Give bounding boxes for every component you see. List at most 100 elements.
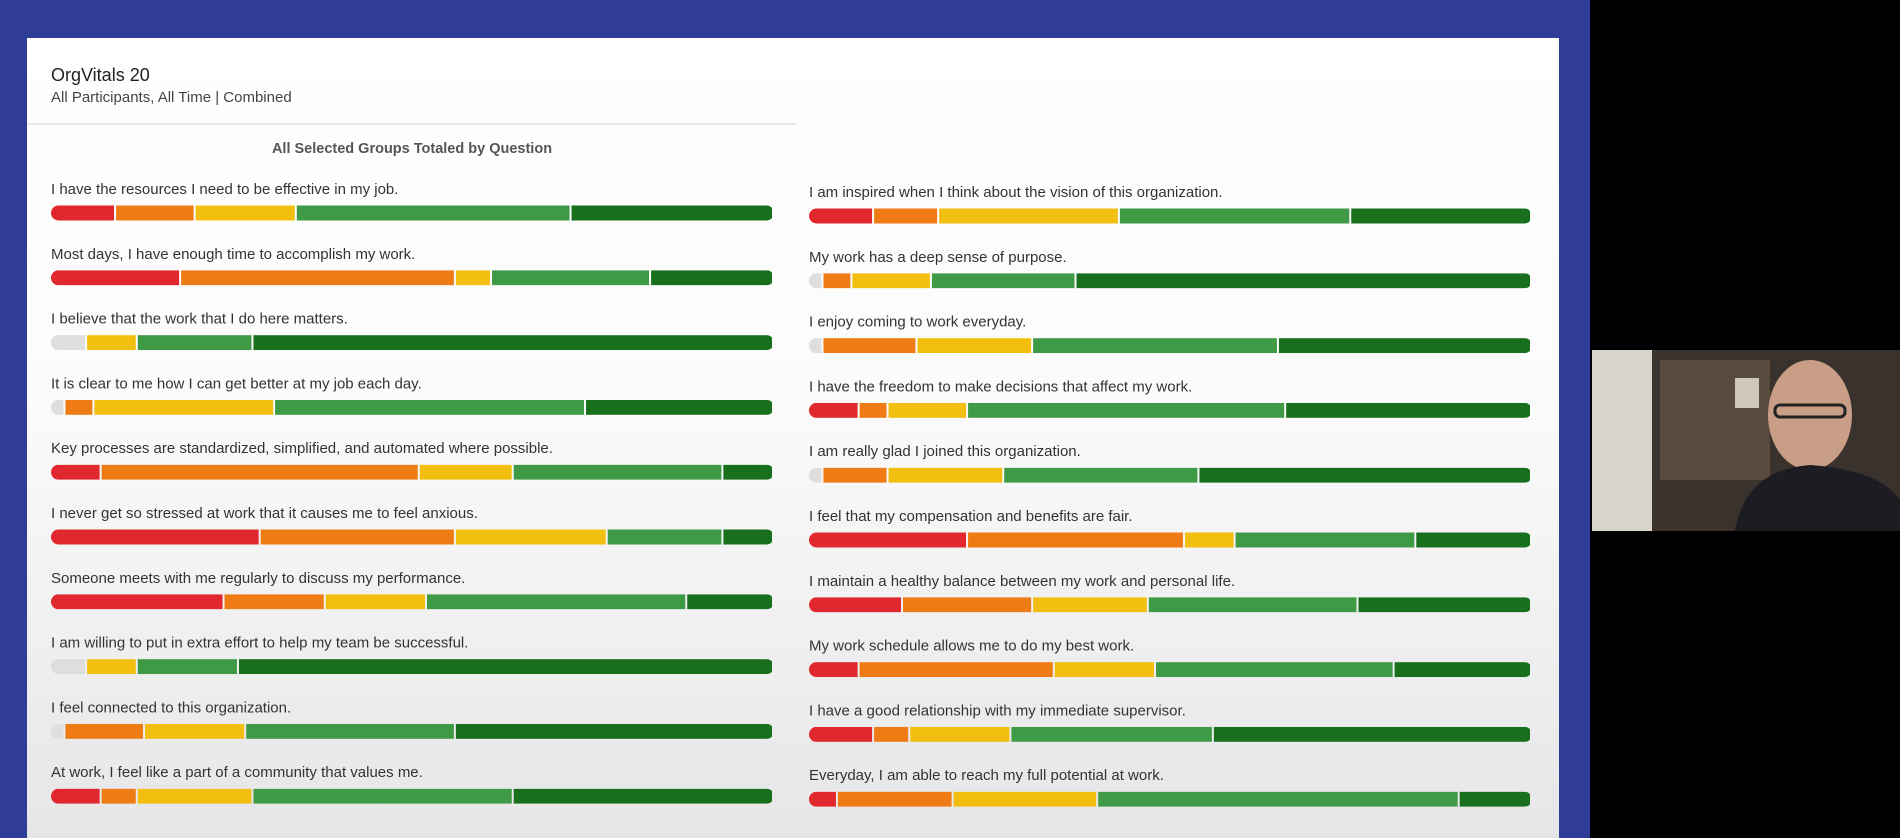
bar-segment [51, 464, 100, 480]
bar-segment [1286, 402, 1530, 418]
bar-segment [888, 402, 967, 418]
bar-segment [607, 529, 722, 545]
bar-segment [94, 399, 274, 415]
question-label: I maintain a healthy balance between my … [809, 573, 1235, 590]
question-label: I enjoy coming to work everyday. [809, 314, 1026, 331]
response-bar [51, 270, 772, 286]
bar-segment [1278, 338, 1530, 354]
bar-segment [1199, 467, 1530, 483]
bar-segment [492, 270, 650, 286]
question-label: I am inspired when I think about the vis… [809, 184, 1223, 201]
bar-segment [181, 270, 454, 286]
bar-segment [809, 532, 967, 548]
question-label: Most days, I have enough time to accompl… [51, 246, 415, 263]
bar-segment [1119, 208, 1350, 224]
bar-segment [419, 464, 512, 480]
bar-segment [195, 205, 295, 221]
bar-segment [513, 788, 772, 804]
question-label: My work schedule allows me to do my best… [809, 638, 1134, 655]
question-rows: I have the resources I need to be effect… [51, 181, 1530, 807]
glasses [1773, 403, 1847, 419]
response-bar [809, 208, 1530, 224]
bar-segment [1054, 662, 1155, 678]
bar-segment [859, 662, 1053, 678]
bar-segment [455, 723, 772, 739]
bar-segment [137, 788, 252, 804]
response-bar [51, 659, 773, 675]
question-label: At work, I feel like a part of a communi… [51, 764, 423, 781]
question-label: My work has a deep sense of purpose. [809, 249, 1067, 266]
person-body [1735, 465, 1900, 531]
response-bar [809, 273, 1530, 289]
bar-segment [325, 594, 425, 610]
bar-segment [51, 529, 259, 545]
bar-segment [823, 467, 887, 483]
person-head [1768, 360, 1852, 470]
bar-segment [1098, 791, 1458, 807]
bar-segment [513, 464, 722, 480]
response-bar [809, 726, 1530, 742]
section-title: All Selected Groups Totaled by Question [272, 141, 552, 157]
bar-segment [852, 273, 930, 289]
bar-segment [1358, 597, 1530, 613]
bar-segment [968, 402, 1285, 418]
question-label: I have a good relationship with my immed… [809, 702, 1186, 719]
bar-segment [65, 723, 143, 739]
question-label: It is clear to me how I can get better a… [51, 375, 422, 392]
response-bar [51, 205, 772, 221]
bar-segment [953, 791, 1097, 807]
bar-segment [809, 338, 822, 354]
response-bar [809, 662, 1530, 678]
bar-segment [651, 270, 772, 286]
bar-segment [888, 467, 1003, 483]
bar-segment [809, 662, 858, 678]
bar-segment [809, 791, 836, 807]
bar-segment [723, 464, 772, 480]
bar-segment [902, 597, 1032, 613]
bar-segment [51, 205, 115, 221]
bar-segment [809, 467, 822, 483]
bar-segment [275, 399, 585, 415]
frame [1735, 378, 1759, 408]
question-label: Everyday, I am able to reach my full pot… [809, 767, 1164, 784]
dashboard-subtitle: All Participants, All Time | Combined [51, 89, 292, 106]
dashboard-title: OrgVitals 20 [51, 65, 150, 85]
response-bar [809, 532, 1530, 548]
bar-segment [1076, 273, 1530, 289]
question-label: I have the resources I need to be effect… [51, 181, 398, 198]
bar-segment [51, 659, 86, 675]
response-bar [809, 791, 1530, 807]
bar-segment [1394, 662, 1530, 678]
bar-segment [1033, 338, 1277, 354]
bar-segment [101, 788, 136, 804]
bar-segment [809, 273, 822, 289]
response-bar [51, 594, 772, 610]
webcam-feed [1592, 350, 1900, 531]
question-label: I am willing to put in extra effort to h… [51, 635, 468, 652]
bar-segment [809, 597, 901, 613]
bar-segment [910, 726, 1010, 742]
bar-segment [51, 399, 64, 415]
bar-segment [224, 594, 324, 610]
bar-segment [455, 529, 606, 545]
response-bar [51, 464, 772, 480]
bar-segment [253, 335, 772, 351]
bar-segment [137, 659, 237, 675]
bar-segment [586, 399, 772, 415]
bar-segment [65, 399, 93, 415]
bar-segment [809, 726, 873, 742]
bar-segment [1184, 532, 1234, 548]
response-bar [809, 338, 1530, 354]
response-bar [809, 597, 1530, 613]
bar-segment [1213, 726, 1530, 742]
bar-segment [51, 788, 100, 804]
bar-segment [51, 594, 223, 610]
bar-segment [137, 335, 252, 351]
bar-segment [939, 208, 1118, 224]
question-label: I believe that the work that I do here m… [51, 311, 348, 328]
bar-segment [1351, 208, 1530, 224]
bar-segment [1004, 467, 1198, 483]
bar-segment [253, 788, 512, 804]
